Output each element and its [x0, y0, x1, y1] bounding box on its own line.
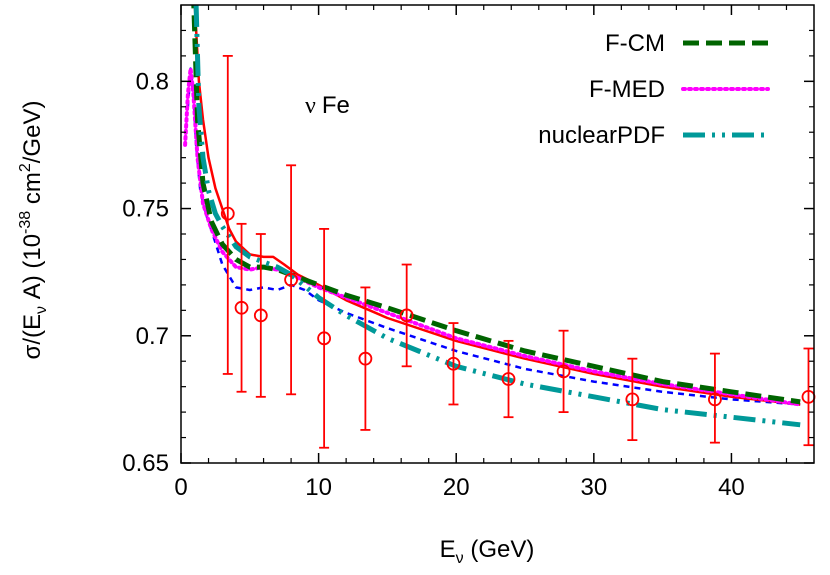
x-tick-label: 20 [443, 474, 470, 501]
data-point [284, 272, 298, 287]
x-tick-label: 0 [174, 474, 187, 501]
data-point [399, 308, 414, 323]
data-point [234, 300, 249, 315]
y-tick-label: 0.7 [136, 323, 169, 350]
data-point [625, 392, 640, 407]
data-point [220, 206, 235, 221]
series-line-f-med [183, 66, 803, 407]
annotation-target: Fe [322, 92, 350, 119]
legend-label-f-med: F-MED [589, 76, 665, 103]
y-axis-title: σ/(Eν A) (10-38 cm2/GeV) [17, 101, 50, 360]
data-point [446, 356, 461, 371]
x-tick-label: 40 [718, 474, 745, 501]
x-axis: 0 10 20 30 40 [174, 5, 788, 501]
y-axis: 0.65 0.7 0.75 0.8 [122, 29, 814, 477]
data-points-layer [220, 54, 816, 449]
x-axis-title: Eν (GeV) [440, 536, 535, 567]
data-point [501, 372, 516, 386]
legend-label-f-cm: F-CM [605, 30, 665, 57]
y-tick-label: 0.75 [122, 196, 169, 223]
legend: F-CM F-MED nuclearPDF [538, 30, 770, 149]
x-tick-label: 30 [580, 474, 607, 501]
annotation-label: ν Fe [305, 92, 350, 119]
data-point [317, 331, 332, 346]
data-point [358, 351, 373, 366]
data-point [556, 364, 571, 379]
series-layer [183, 5, 803, 428]
legend-label-nuclearpdf: nuclearPDF [538, 122, 665, 149]
data-point [708, 392, 722, 407]
y-tick-label: 0.65 [122, 450, 169, 477]
series-line-nuclearpdf [193, 5, 801, 428]
x-tick-label: 10 [305, 474, 332, 501]
data-point [253, 308, 268, 323]
series-line-f-cm [191, 5, 801, 405]
series-line-blue-short-dashed [186, 67, 801, 406]
y-tick-label: 0.8 [136, 68, 169, 95]
